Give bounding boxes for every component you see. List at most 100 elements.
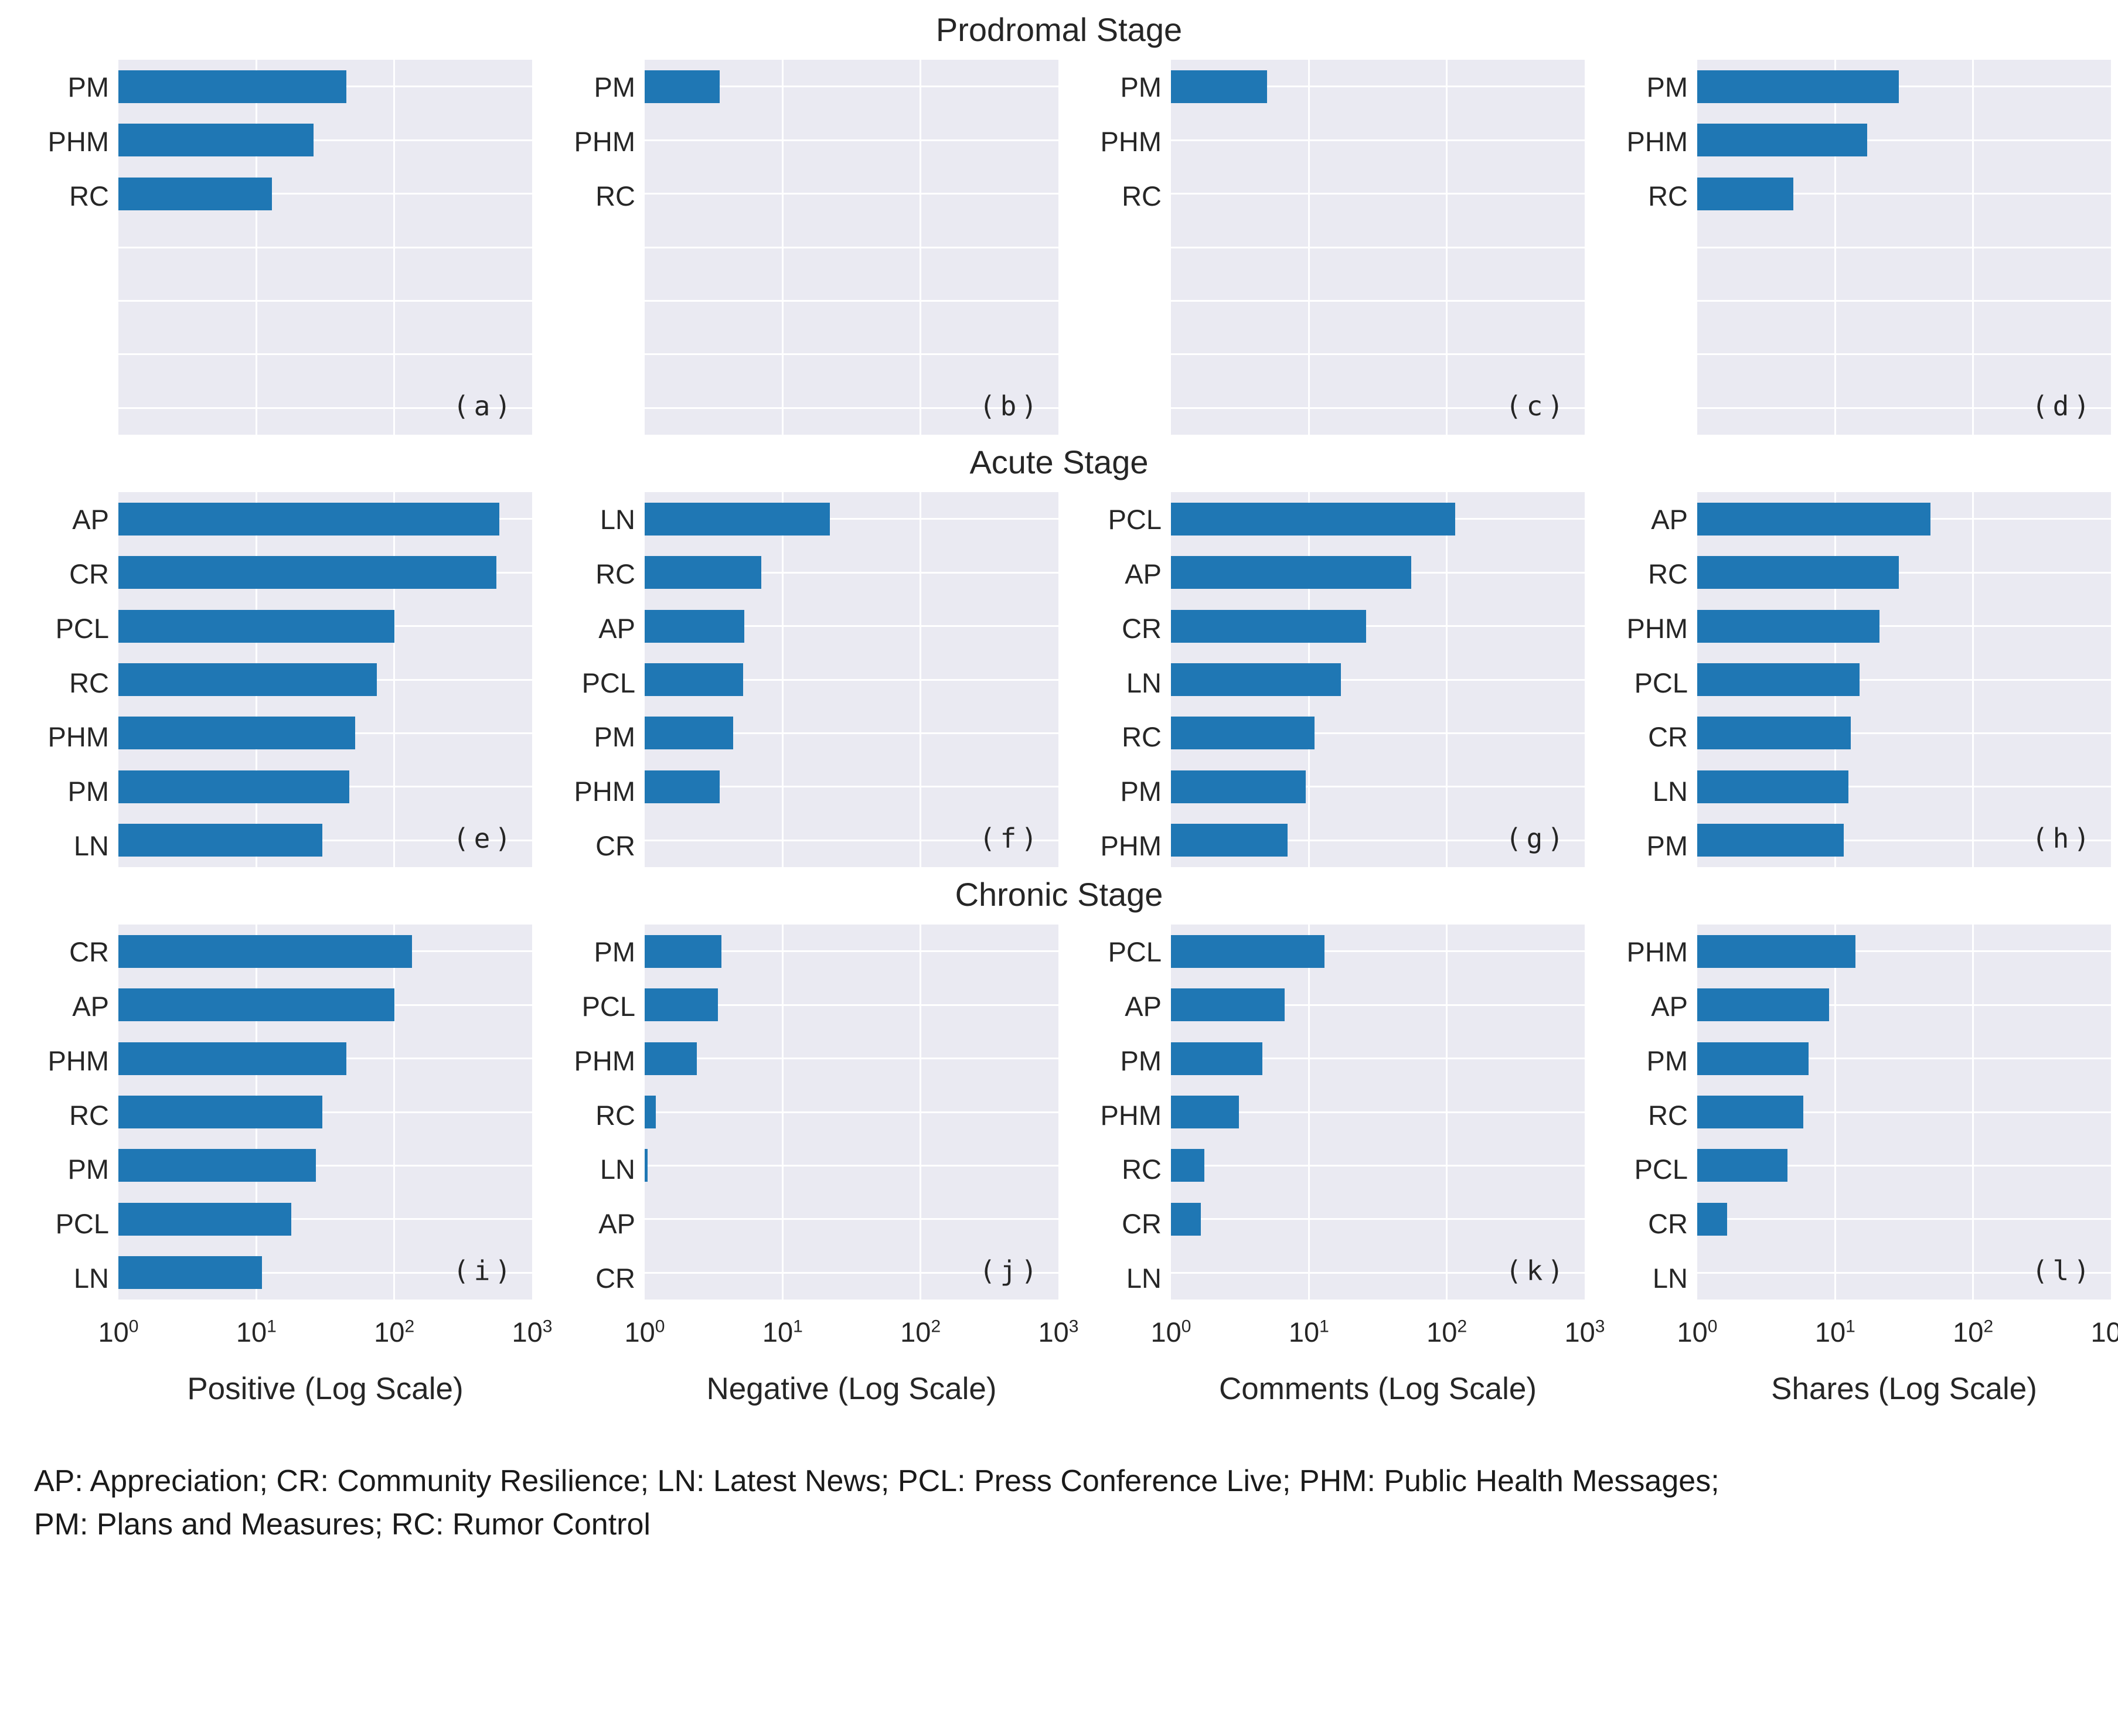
- plot-area: (a): [118, 60, 532, 435]
- category-label: LN: [1652, 1263, 1688, 1294]
- bar-rc: [1697, 556, 1899, 589]
- subplot-k: PCL AP PM PHM RC CR LN (k): [1058, 925, 1585, 1305]
- subplot-d: PM PHM RC (d): [1585, 60, 2111, 441]
- bar-pcl: [1171, 934, 1325, 968]
- category-label: RC: [69, 1099, 109, 1131]
- subplot-i: CR AP PHM RC PM PCL LN (i): [6, 925, 532, 1305]
- horizontal-gridline: [1697, 353, 2111, 356]
- bar-phm: [118, 124, 314, 157]
- bar-rc: [118, 177, 273, 210]
- bar-rc: [1171, 1149, 1205, 1182]
- figure: Prodromal Stage PM PHM RC (a) PM PHM RC (b) PM PH…: [0, 11, 2118, 1541]
- bar-rc: [118, 1096, 322, 1128]
- bar-pm: [118, 1149, 316, 1182]
- horizontal-gridline: [1697, 732, 2111, 734]
- category-label: PCL: [1634, 1154, 1688, 1185]
- category-label: RC: [69, 180, 109, 212]
- category-label: PCL: [55, 1208, 109, 1240]
- bar-ln: [118, 824, 322, 857]
- bar-ap: [118, 988, 394, 1022]
- chart-row-prodromal: PM PHM RC (a) PM PHM RC (b) PM PHM RC (c) PM PHM RC (d): [0, 52, 2118, 441]
- horizontal-gridline: [645, 732, 1058, 734]
- plot-area: (h): [1697, 492, 2111, 867]
- horizontal-gridline: [1171, 1218, 1585, 1220]
- plot-area: (l): [1697, 925, 2111, 1300]
- panel-letter: (g): [1505, 823, 1568, 854]
- bar-cr: [118, 934, 413, 968]
- horizontal-gridline: [1697, 299, 2111, 302]
- y-axis-labels: PM PCL PHM RC LN AP CR: [532, 925, 645, 1305]
- category-label: AP: [1125, 558, 1162, 589]
- bar-ln: [1697, 770, 1849, 803]
- horizontal-gridline: [1171, 678, 1585, 681]
- category-label: [1058, 277, 1171, 332]
- subplot-f: LN RC AP PCL PM PHM CR (f): [532, 492, 1058, 873]
- horizontal-gridline: [118, 407, 532, 409]
- bar-cr: [1697, 717, 1851, 750]
- y-axis-labels: PM PHM RC: [6, 60, 118, 441]
- panel-letter: (j): [979, 1255, 1042, 1287]
- horizontal-gridline: [1697, 1111, 2111, 1113]
- bar-rc: [1697, 1096, 1804, 1128]
- category-label: PCL: [55, 612, 109, 644]
- category-label: PM: [1646, 71, 1688, 103]
- category-label: PM: [594, 936, 636, 967]
- x-tick-10e0: 100: [1150, 1317, 1191, 1348]
- y-axis-labels: PM PHM RC: [1585, 60, 1697, 441]
- subplot-g: PCL AP CR LN RC PM PHM (g): [1058, 492, 1585, 873]
- category-label: PHM: [1626, 936, 1688, 967]
- horizontal-gridline: [1171, 139, 1585, 141]
- horizontal-gridline: [645, 786, 1058, 788]
- category-label: PHM: [574, 1045, 635, 1076]
- category-label: PM: [67, 71, 110, 103]
- horizontal-gridline: [1697, 786, 2111, 788]
- horizontal-gridline: [1697, 1218, 2111, 1220]
- category-label: PCL: [1634, 667, 1688, 698]
- horizontal-gridline: [118, 1111, 532, 1113]
- x-tick-10e1: 101: [236, 1317, 277, 1348]
- bar-ln: [645, 1149, 648, 1182]
- x-tick-10e1: 101: [1288, 1317, 1329, 1348]
- category-label: AP: [1651, 990, 1688, 1022]
- bar-pm: [645, 70, 720, 103]
- plot-area: (e): [118, 492, 532, 867]
- category-label: PHM: [574, 776, 635, 807]
- x-tick-10e3: 103: [512, 1317, 553, 1348]
- bar-pcl: [118, 1202, 292, 1236]
- horizontal-gridline: [1171, 299, 1585, 302]
- category-label: LN: [600, 503, 635, 535]
- bar-rc: [645, 556, 761, 589]
- bar-pm: [645, 717, 734, 750]
- horizontal-gridline: [1697, 407, 2111, 409]
- y-axis-labels: AP CR PCL RC PHM PM LN: [6, 492, 118, 873]
- category-label: [6, 277, 118, 332]
- category-label: PM: [594, 71, 636, 103]
- horizontal-gridline: [118, 1164, 532, 1167]
- category-label: PHM: [1100, 125, 1162, 157]
- x-tick-10e3: 103: [1564, 1317, 1605, 1348]
- horizontal-gridline: [645, 353, 1058, 356]
- horizontal-gridline: [1171, 246, 1585, 248]
- category-label: AP: [598, 1208, 635, 1240]
- subplot-j: PM PCL PHM RC LN AP CR (j): [532, 925, 1058, 1305]
- bar-rc: [645, 1096, 656, 1128]
- stage-title-prodromal: Prodromal Stage: [935, 11, 1183, 48]
- subplot-h: AP RC PHM PCL CR LN PM (h): [1585, 492, 2111, 873]
- category-label: AP: [72, 990, 109, 1022]
- horizontal-gridline: [645, 139, 1058, 141]
- category-label: PHM: [1626, 125, 1688, 157]
- x-tick-10e0: 100: [98, 1317, 139, 1348]
- y-axis-labels: PCL AP CR LN RC PM PHM: [1058, 492, 1171, 873]
- category-label: RC: [1648, 558, 1688, 589]
- x-tick-10e3: 103: [2090, 1317, 2118, 1348]
- category-label: RC: [1648, 180, 1688, 212]
- bar-ap: [1697, 502, 1930, 536]
- horizontal-gridline: [118, 193, 532, 195]
- plot-area: (i): [118, 925, 532, 1300]
- x-ticks-row: 100 101 102 103 100 101 102 103 100 101 102 103 100 1…: [0, 1305, 2118, 1366]
- abbreviation-legend-line1: AP: Appreciation; CR: Community Resilien…: [34, 1464, 1719, 1498]
- x-tick-10e3: 103: [1038, 1317, 1079, 1348]
- horizontal-gridline: [1171, 1164, 1585, 1167]
- category-label: PHM: [1100, 1099, 1162, 1131]
- horizontal-gridline: [1697, 1164, 2111, 1167]
